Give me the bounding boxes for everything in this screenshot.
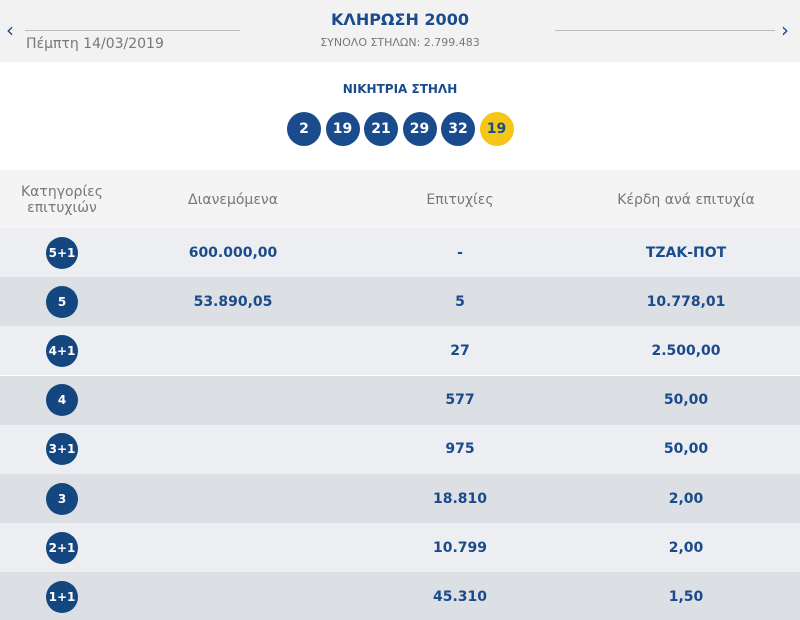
rule — [25, 30, 240, 31]
winning-number: 32 — [441, 112, 475, 146]
distributed-cell: 600.000,00 — [188, 244, 278, 261]
header-bar — [0, 0, 800, 62]
category-badge: 4+1 — [46, 334, 78, 367]
table-row — [0, 228, 800, 277]
winners-cell: 27 — [450, 342, 470, 359]
winning-number: 29 — [402, 112, 437, 146]
joker-number: 19 — [479, 112, 514, 146]
prize-cell: 2,00 — [668, 539, 704, 556]
distributed-cell: 53.890,05 — [193, 293, 273, 310]
winning-number: 19 — [325, 112, 360, 146]
column-header: Επιτυχίες — [426, 192, 494, 208]
prize-cell: 50,00 — [663, 441, 709, 458]
winners-cell: 45.310 — [432, 588, 488, 605]
draw-title: ΚΛΗΡΩΣΗ 2000 — [331, 10, 469, 29]
prize-cell: 1,50 — [668, 588, 704, 605]
winning-number: 21 — [364, 112, 398, 146]
column-header: Κατηγορίες επιτυχιών — [21, 184, 103, 216]
category-badge: 1+1 — [46, 580, 78, 613]
winning-number: 2 — [287, 112, 321, 146]
table-row — [0, 572, 800, 620]
prize-cell: 10.778,01 — [646, 293, 726, 310]
table-row — [0, 523, 800, 573]
draw-date: Πέμπτη 14/03/2019 — [26, 36, 164, 52]
table-row — [0, 277, 800, 327]
column-header: Κέρδη ανά επιτυχία — [617, 192, 755, 208]
prize-cell: 50,00 — [663, 392, 709, 409]
next-arrow[interactable]: › — [781, 18, 789, 42]
category-badge: 3+1 — [46, 433, 78, 466]
prev-arrow[interactable]: ‹ — [6, 18, 14, 42]
table-row — [0, 326, 800, 376]
table-row — [0, 424, 800, 474]
winners-cell: - — [457, 244, 463, 261]
category-badge: 4 — [46, 384, 78, 417]
column-header: Διανεμόμενα — [188, 192, 278, 208]
category-badge: 3 — [46, 482, 78, 515]
category-badge: 2+1 — [46, 531, 78, 564]
total-columns: ΣΥΝΟΛΟ ΣΤΗΛΩΝ: 2.799.483 — [320, 36, 480, 49]
winners-cell: 10.799 — [432, 539, 488, 556]
category-badge: 5+1 — [46, 236, 78, 269]
table-header — [0, 170, 800, 228]
prize-cell: 2,00 — [668, 490, 704, 507]
winners-cell: 18.810 — [432, 490, 488, 507]
winners-cell: 577 — [445, 392, 475, 409]
prize-cell: 2.500,00 — [651, 342, 721, 359]
table-row — [0, 375, 800, 425]
prize-cell: ΤΖΑΚ-ΠΟΤ — [645, 244, 727, 261]
winners-cell: 975 — [445, 441, 475, 458]
winning-label: ΝΙΚΗΤΡΙΑ ΣΤΗΛΗ — [342, 82, 458, 96]
table-row — [0, 474, 800, 523]
rule — [555, 30, 775, 31]
category-badge: 5 — [46, 285, 78, 318]
winners-cell: 5 — [455, 293, 465, 310]
